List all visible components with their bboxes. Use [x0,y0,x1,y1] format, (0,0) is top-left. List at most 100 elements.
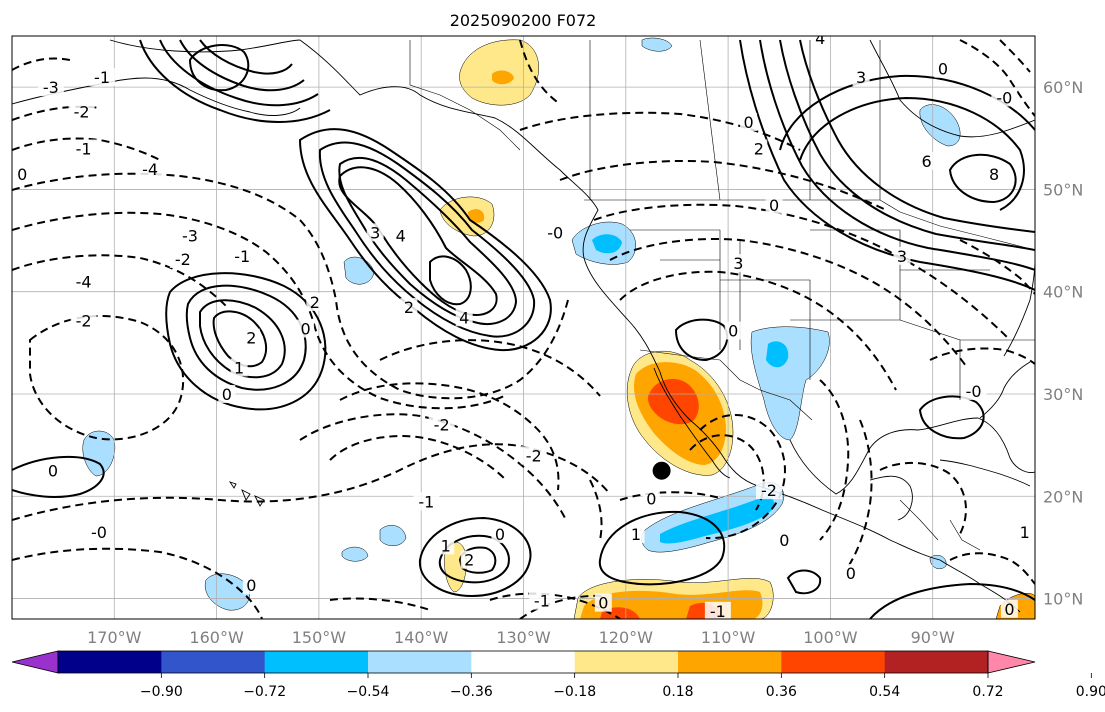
shade-negative-west-mx-core [766,341,789,368]
contour-label: 1 [441,536,451,555]
colorbar-segment [781,651,886,673]
shade-negative-7 [641,37,673,52]
contour-label-bg [991,88,1018,107]
contour-neg-33 [619,491,721,501]
colorbar-tick-label: 0.18 [662,684,693,700]
contour-pos-19 [598,510,726,586]
colorbar-segment [368,651,472,673]
coast-alaska-aleutians [12,77,301,116]
contour-label-bg [137,159,164,178]
contour-label: 3 [370,223,380,242]
location-marker [652,461,671,480]
shade-positive-south-core [600,602,724,619]
contour-label-bg [491,525,509,544]
contour-label-bg [756,481,783,500]
contour-label-bg [13,165,31,184]
border-us-mexico [639,349,813,421]
colorbar-tick-label: 0.36 [766,684,797,700]
contour-label: 0 [222,385,232,404]
contour-neg-6 [12,547,263,619]
contour-label: 1 [234,358,244,377]
contour-label: 0 [301,320,311,339]
contour-pos-17 [948,153,1017,204]
contour-label: -1 [94,68,110,87]
contour-pos-13 [759,39,1035,271]
contour-neg-31 [959,239,1035,295]
contour-neg-9 [339,382,560,491]
colorbar-segment [264,651,369,673]
contour-neg-12 [489,592,621,619]
contour-label-bg [413,492,440,511]
contour-label-bg [704,601,731,619]
contour-label-bg [1000,599,1018,618]
border-provinces [589,39,881,201]
contour-label: -1 [234,247,250,266]
shade-positive-bc-core [468,209,485,223]
contour-label-bg [37,78,64,97]
coast-yucatan [869,475,913,521]
contour-label-bg [520,446,547,465]
contour-pos-9 [429,255,472,306]
contour-label-bg [455,308,473,327]
contour-label-bg [70,272,97,291]
contour-neg-19 [559,159,887,211]
contour-label-bg [893,246,911,265]
contour-label-bg [89,67,116,86]
coast-hawaii-1 [241,489,251,501]
contour-label: 3 [897,247,907,266]
contour-label-bg [297,319,315,338]
contour-pos-5 [298,128,552,352]
colorbar-tick-label: −0.72 [243,684,286,700]
contour-label: 0 [769,196,779,215]
colorbar-segment [574,651,679,673]
contour-label-bg [177,226,204,245]
shade-negative-mexico-core [660,496,775,544]
contour-label-bg [594,593,612,612]
contour-pos-15 [799,39,1035,233]
lat-tick-label: 60°N [1043,78,1083,97]
coast-gulf-mexico [789,417,1035,495]
contour-neg-25 [819,379,850,541]
lon-tick-label: 140°W [394,628,449,647]
contour-label-bg [366,223,384,242]
contour-label: 0 [246,576,256,595]
contour-label-bg [1016,523,1034,542]
contour-pos-24 [918,395,985,440]
coast-baja [653,367,731,479]
contour-neg-21 [12,137,161,161]
contour-label-bg [765,195,783,214]
colorbar-segment [884,651,989,673]
coast-cuba [939,459,1031,487]
contour-neg-27 [879,461,967,535]
colorbar-tick-label: −0.54 [347,684,390,700]
contour-label: 2 [310,293,320,312]
colorbar-tick-label: −0.18 [553,684,596,700]
contour-label-bg [230,358,248,377]
contour-label: 1 [1020,523,1030,542]
lon-tick-label: 90°W [911,628,955,647]
contour-pos-23 [12,455,105,498]
contour-label: 0 [846,564,856,583]
lat-tick-label: 40°N [1043,283,1083,302]
shade-negative-1 [82,430,116,477]
shade-positive-alaska-core [492,70,514,85]
contour-label: 0 [17,165,27,184]
contour-label-bg [70,139,97,158]
contour-label: 2 [404,298,414,317]
contour-pos-2 [199,299,286,379]
contour-label: 6 [921,152,931,171]
lon-tick-label: 130°W [496,628,551,647]
contour-label: -0 [996,88,1012,107]
contour-neg-28 [949,552,1035,585]
contour-neg-18 [593,203,1011,341]
contour-label: 4 [459,308,469,327]
contour-label-bg [750,139,768,158]
contour-label-bg [627,525,645,544]
latitude-tick-labels: 60°N 50°N 40°N 30°N 20°N 10°N [1043,78,1083,608]
contour-pos-21 [438,534,510,584]
contour-label: 2 [464,551,474,570]
contour-label: -1 [76,140,92,159]
contour-label-bg [811,36,829,48]
